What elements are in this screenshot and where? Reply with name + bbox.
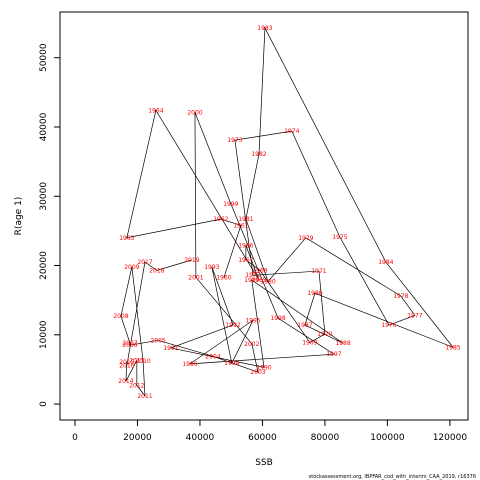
- year-label: 2019: [184, 257, 199, 264]
- year-label: 1984: [378, 259, 393, 266]
- trajectory-line: [120, 26, 455, 397]
- plot-frame: [59, 11, 469, 421]
- year-label: 2012: [129, 382, 144, 389]
- x-axis-label: SSB: [255, 458, 273, 468]
- year-label: 1972: [245, 272, 260, 279]
- year-label: 1997: [326, 351, 341, 358]
- x-tick-label: 0: [72, 433, 78, 443]
- y-axis-label: R(age 1): [14, 197, 24, 236]
- year-label: 1970: [317, 331, 332, 338]
- year-label: 1989: [244, 277, 259, 284]
- year-label: 1967: [238, 257, 253, 264]
- footnote: stockassessment.org, IBPFAR_cod_with_int…: [309, 474, 476, 480]
- year-label: 1960: [216, 274, 231, 281]
- year-label: 1990: [256, 364, 271, 371]
- year-label: 1979: [298, 235, 313, 242]
- year-label: 2003: [250, 369, 265, 376]
- year-label: 1974: [284, 128, 299, 135]
- year-label: 1996: [182, 361, 197, 368]
- y-tick-label: 20000: [39, 251, 49, 280]
- x-tick-label: 120000: [433, 433, 468, 443]
- year-label: 1995: [245, 317, 260, 324]
- x-tick-label: 80000: [311, 433, 340, 443]
- year-label: 1971: [311, 268, 326, 275]
- year-label: 2017: [137, 259, 152, 266]
- year-label: 2016: [119, 362, 134, 369]
- year-label: 2004: [205, 353, 220, 360]
- year-label: 2013: [129, 357, 144, 364]
- year-label: 2008: [113, 313, 128, 320]
- x-tick-label: 40000: [186, 433, 215, 443]
- y-tick-label: 50000: [39, 43, 49, 72]
- year-label: 1988: [335, 340, 350, 347]
- year-label: 1963: [119, 235, 134, 242]
- y-tick-label: 10000: [39, 320, 49, 349]
- year-label: 1977: [407, 312, 422, 319]
- year-label: 2006: [122, 342, 137, 349]
- year-label: 1969: [302, 339, 317, 346]
- x-tick-label: 100000: [370, 433, 405, 443]
- year-label: 1994: [224, 360, 239, 367]
- year-label: 1998: [270, 315, 285, 322]
- y-tick-label: 30000: [39, 182, 49, 211]
- year-label: 2010: [135, 358, 150, 365]
- year-label: 1973: [227, 137, 242, 144]
- year-label: 1991: [163, 345, 178, 352]
- year-label: 1980: [260, 278, 275, 285]
- year-label: 1968: [252, 267, 267, 274]
- year-label: 1962: [213, 216, 228, 223]
- y-tick-label: 40000: [39, 112, 49, 141]
- year-label: 2011: [137, 393, 152, 400]
- year-label: 1992: [225, 322, 240, 329]
- year-label: 1987: [297, 322, 312, 329]
- year-label: 1966: [238, 242, 253, 249]
- y-tick-label: 0: [39, 401, 49, 407]
- year-label: 1983: [257, 25, 272, 32]
- x-tick-label: 60000: [248, 433, 277, 443]
- year-label: 2009: [124, 264, 139, 271]
- year-label: 2014: [118, 378, 133, 385]
- year-label: 2018: [149, 267, 164, 274]
- year-label: 1976: [381, 322, 396, 329]
- year-label: 1975: [332, 234, 347, 241]
- year-label: 1986: [307, 290, 322, 297]
- year-label: 2001: [188, 274, 203, 281]
- year-label: 2000: [187, 109, 202, 116]
- year-label: 1982: [251, 151, 266, 158]
- year-label: 1978: [393, 293, 408, 300]
- year-label: 1981: [238, 216, 253, 223]
- year-label: 2005: [150, 337, 165, 344]
- year-label: 1964: [148, 107, 163, 114]
- x-tick-label: 20000: [123, 433, 152, 443]
- year-label: 1961: [233, 222, 248, 229]
- year-label: 1993: [204, 264, 219, 271]
- year-label: 2002: [244, 341, 259, 348]
- year-label: 1985: [445, 344, 460, 351]
- year-label: 2015: [119, 359, 134, 366]
- year-label: 1999: [223, 201, 238, 208]
- year-label: 2007: [122, 340, 137, 347]
- year-label: 1965: [251, 277, 266, 284]
